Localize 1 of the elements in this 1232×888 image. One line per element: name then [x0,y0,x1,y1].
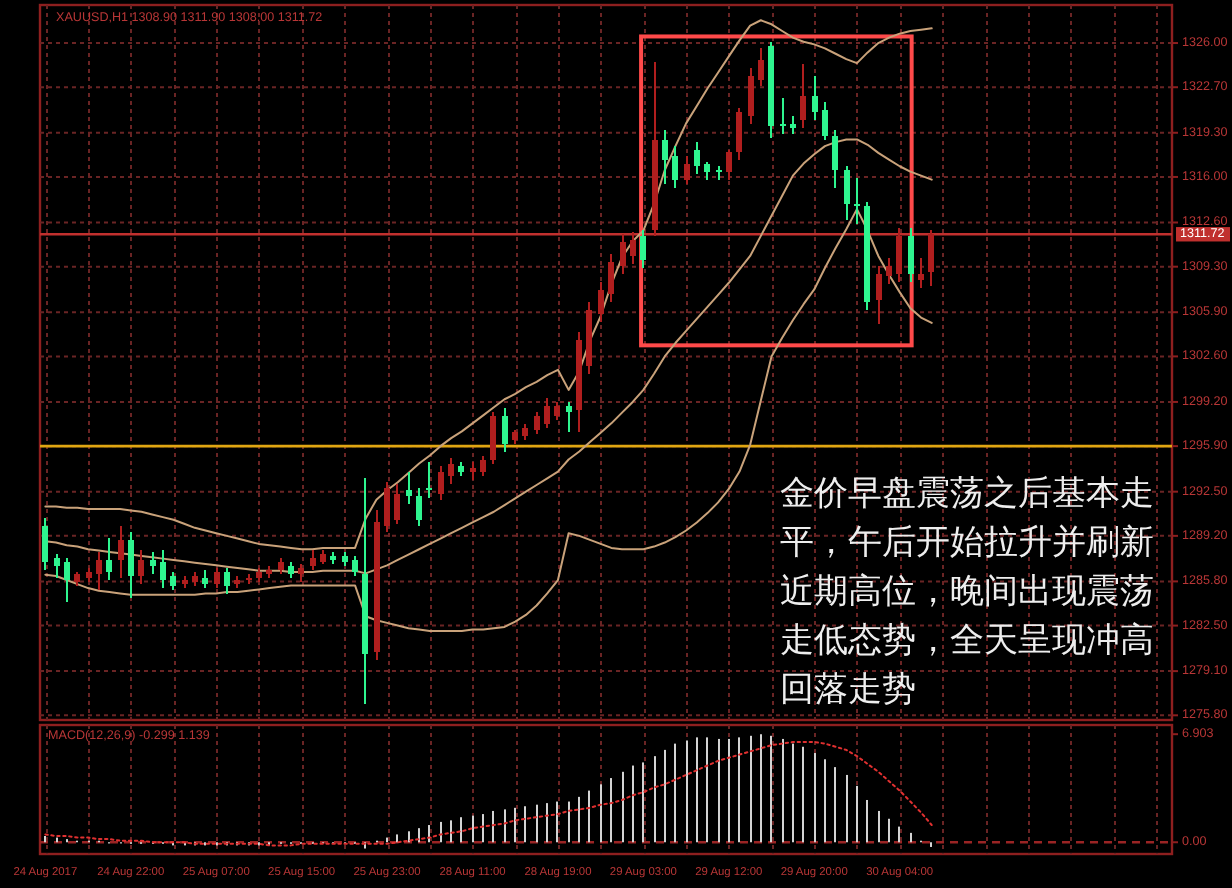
annotation: 金价早盘震荡之后基本走平，午后开始拉升并刷新近期高位，晚间出现震荡走低态势，全天呈现冲高回落走势 [780,474,1154,710]
